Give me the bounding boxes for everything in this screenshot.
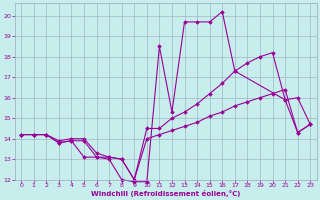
X-axis label: Windchill (Refroidissement éolien,°C): Windchill (Refroidissement éolien,°C) <box>91 190 240 197</box>
